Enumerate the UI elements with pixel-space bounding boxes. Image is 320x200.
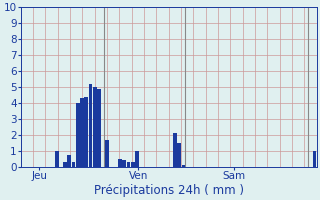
Bar bbox=[131, 162, 135, 167]
Bar bbox=[76, 103, 80, 167]
Bar bbox=[68, 155, 71, 167]
Bar bbox=[173, 133, 177, 167]
Bar bbox=[313, 151, 316, 167]
Bar bbox=[55, 151, 59, 167]
Bar bbox=[135, 151, 139, 167]
Bar bbox=[63, 162, 67, 167]
Bar bbox=[181, 165, 185, 167]
Bar bbox=[118, 159, 122, 167]
Bar bbox=[106, 140, 109, 167]
X-axis label: Précipitations 24h ( mm ): Précipitations 24h ( mm ) bbox=[94, 184, 244, 197]
Bar bbox=[80, 98, 84, 167]
Bar bbox=[122, 160, 126, 167]
Bar bbox=[177, 143, 181, 167]
Bar bbox=[89, 84, 92, 167]
Bar bbox=[84, 97, 88, 167]
Bar bbox=[127, 162, 131, 167]
Bar bbox=[93, 87, 97, 167]
Bar bbox=[72, 162, 76, 167]
Bar bbox=[97, 89, 101, 167]
